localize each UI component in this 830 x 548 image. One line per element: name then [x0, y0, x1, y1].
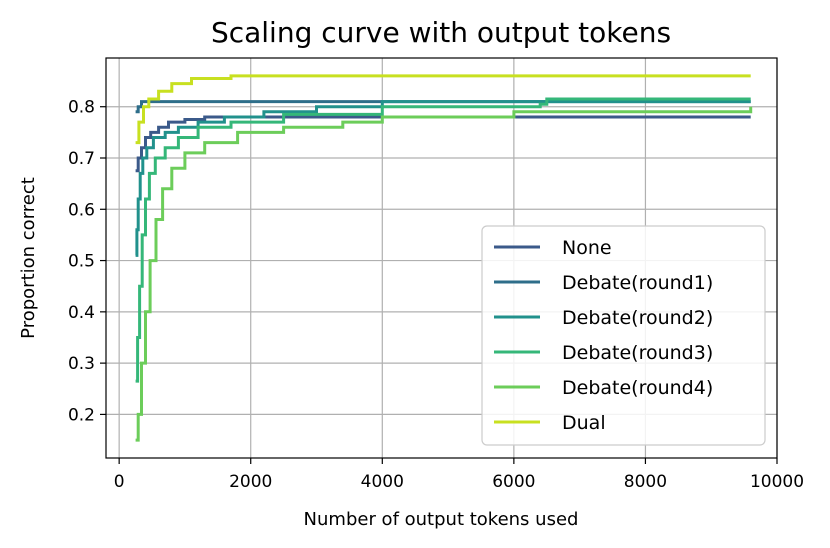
legend: None Debate(round1) Debate(round2) Debate(r… [481, 225, 766, 446]
x-tick-label: 2000 [229, 472, 272, 492]
x-tick-label: 0 [114, 472, 125, 492]
x-tick-label: 10000 [750, 472, 804, 492]
y-tick-label: 0.5 [68, 252, 95, 272]
legend-label-dual: Dual [562, 412, 606, 434]
legend-label-debate-round4: Debate(round4) [562, 377, 713, 399]
x-tick-label: 4000 [361, 472, 404, 492]
y-tick-label: 0.7 [68, 149, 95, 169]
series-line-debate-round1 [135, 100, 751, 114]
chart-title: Scaling curve with output tokens [211, 16, 671, 49]
x-axis-ticks: 0 2000 4000 6000 8000 10000 [114, 458, 804, 492]
y-axis-ticks: 0.2 0.3 0.4 0.5 0.6 0.7 0.8 [68, 98, 106, 425]
y-tick-label: 0.6 [68, 200, 95, 220]
legend-box [481, 225, 766, 446]
legend-label-debate-round2: Debate(round2) [562, 307, 713, 329]
series-line-debate-round4 [135, 106, 753, 442]
series-line-debate-round3 [135, 97, 751, 383]
x-axis-label: Number of output tokens used [304, 509, 579, 530]
y-tick-label: 0.3 [68, 354, 95, 374]
legend-label-debate-round3: Debate(round3) [562, 342, 713, 364]
plot-frame [105, 57, 778, 459]
y-tick-label: 0.2 [68, 405, 95, 425]
x-tick-label: 8000 [624, 472, 667, 492]
y-tick-label: 0.8 [68, 98, 95, 118]
legend-label-none: None [562, 237, 612, 259]
series-line-dual [135, 74, 751, 145]
y-axis-label: Proportion correct [18, 177, 39, 339]
y-tick-label: 0.4 [68, 303, 95, 323]
series-line-debate-round2 [135, 100, 751, 257]
series-lines [135, 74, 753, 442]
series-line-none [135, 115, 751, 173]
x-tick-label: 6000 [492, 472, 535, 492]
legend-label-debate-round1: Debate(round1) [562, 272, 713, 294]
